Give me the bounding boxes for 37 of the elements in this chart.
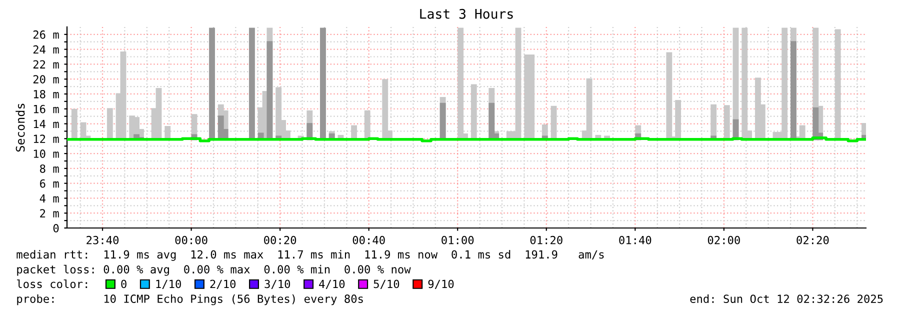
- y-tick-label: 22 m: [33, 60, 59, 68]
- y-tick-label: 18 m: [34, 90, 59, 98]
- x-tick-label: 02:20: [796, 236, 829, 244]
- legend-label: 2/10: [210, 280, 236, 290]
- y-tick-label: 20 m: [33, 75, 59, 84]
- y-tick-label: 12 m: [34, 134, 59, 143]
- legend-label: 4/10: [319, 280, 345, 290]
- x-tick-label: 00:40: [352, 236, 385, 244]
- legend-label: 0: [121, 280, 126, 288]
- legend-title: loss color:: [17, 279, 88, 288]
- y-tick-label: 6 m: [40, 179, 59, 188]
- text: packet loss: 0.00 % avg 0.00 % max 0.00 % min 0.00 % now: [17, 264, 411, 276]
- y-tick-label: 26 m: [33, 30, 59, 39]
- y-tick-label: 8 m: [40, 164, 59, 173]
- x-tick-label: 02:00: [708, 236, 740, 244]
- legend-label: 1/10: [156, 280, 181, 290]
- x-tick-label: 23:40: [86, 236, 119, 244]
- legend-label: 9/10: [428, 280, 454, 290]
- y-tick-label: 0: [53, 224, 59, 232]
- text: end: Sun Oct 12 02:32:26 2025: [690, 294, 883, 304]
- y-tick-label: 24 m: [33, 45, 59, 54]
- y-tick-label: 10 m: [34, 150, 59, 158]
- y-tick-label: 14 m: [34, 120, 59, 128]
- text: median rtt: 11.9 ms avg 12.0 ms max 11.7 ms min 11.9 ms now 0.1 ms sd 191.9 am/s: [16, 250, 604, 261]
- chart-title: Last 3 Hours: [420, 8, 513, 19]
- y-tick-label: 16 m: [34, 104, 59, 114]
- text: probe: 10 ICMP Echo Pings (56 Bytes) every 80s: [17, 294, 363, 306]
- x-tick-label: 01:20: [530, 236, 562, 244]
- x-tick-label: 00:20: [264, 236, 296, 244]
- x-tick-label: 01:00: [442, 236, 474, 244]
- legend-label: 3/10: [264, 280, 290, 290]
- y-axis-title: Seconds: [16, 104, 25, 152]
- legend-label: 5/10: [374, 280, 400, 290]
- y-tick-label: 2 m: [40, 209, 59, 218]
- y-tick-label: 4 m: [40, 194, 59, 202]
- x-tick-label: 00:00: [175, 236, 208, 244]
- x-tick-label: 01:40: [619, 236, 652, 244]
